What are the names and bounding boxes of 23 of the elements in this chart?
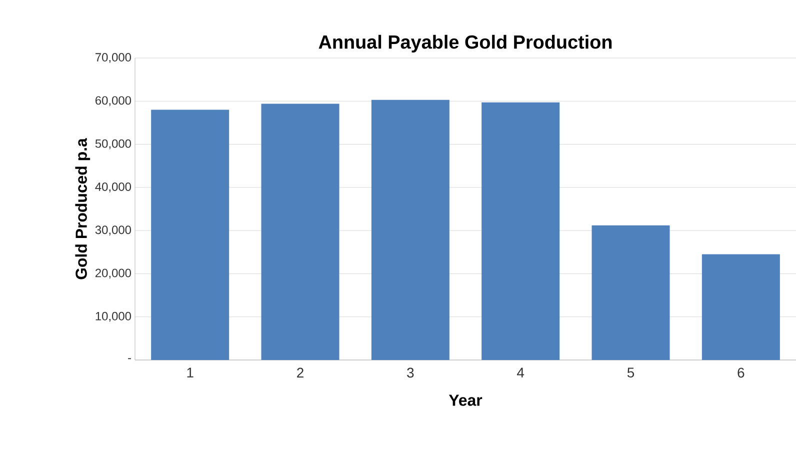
y-tick-label: 30,000 (95, 226, 132, 236)
bar (261, 104, 340, 360)
bar (151, 110, 230, 360)
x-tick-label: 5 (627, 368, 634, 378)
x-tick-label: 1 (187, 368, 194, 378)
y-tick-label: 50,000 (95, 139, 132, 150)
x-tick-label: 4 (517, 368, 524, 378)
y-axis-title: Gold Produced p.a (75, 138, 90, 280)
bar (371, 100, 450, 360)
y-tick-label: 70,000 (96, 53, 132, 63)
y-tick-label: 40,000 (95, 182, 132, 192)
chart-title: Annual Payable Gold Production (318, 34, 612, 52)
bar (482, 102, 560, 360)
bar (592, 225, 670, 360)
x-tick-label: 3 (407, 368, 414, 378)
x-axis-title: Year (448, 394, 482, 406)
y-tick-label: 20,000 (96, 268, 132, 279)
y-tick-label: - (128, 358, 131, 360)
x-tick-label: 6 (738, 368, 744, 378)
bar (702, 254, 780, 360)
y-tick-label: 10,000 (96, 312, 132, 322)
x-tick-label: 2 (297, 368, 304, 378)
y-tick-label: 60,000 (96, 96, 132, 106)
